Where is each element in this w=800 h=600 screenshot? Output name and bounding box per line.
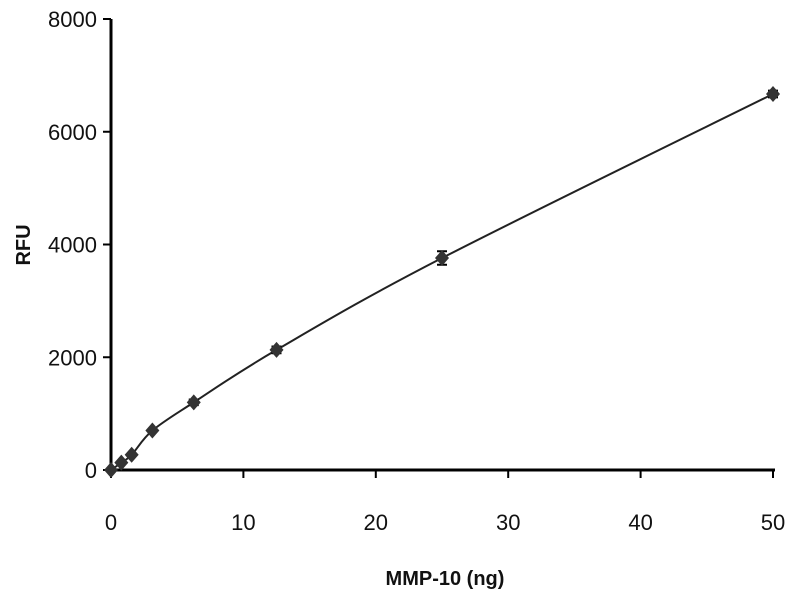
data-point bbox=[186, 394, 201, 411]
data-point bbox=[435, 250, 449, 267]
data-point bbox=[145, 422, 160, 439]
y-axis-label: RFU bbox=[13, 224, 35, 265]
x-tick-label: 50 bbox=[761, 510, 785, 535]
x-axis-label: MMP-10 (ng) bbox=[386, 568, 505, 590]
data-point bbox=[114, 454, 129, 471]
x-tick-label: 0 bbox=[105, 510, 117, 535]
data-point bbox=[124, 446, 139, 463]
x-tick-label: 10 bbox=[231, 510, 255, 535]
data-point bbox=[269, 341, 284, 358]
x-tick-label: 20 bbox=[364, 510, 388, 535]
y-tick-label: 6000 bbox=[48, 120, 97, 145]
series-line bbox=[110, 93, 774, 471]
data-point bbox=[104, 462, 118, 478]
x-tick-label: 40 bbox=[628, 510, 652, 535]
y-tick-label: 0 bbox=[85, 458, 97, 483]
y-tick-label: 8000 bbox=[48, 7, 97, 32]
y-tick-label: 4000 bbox=[48, 233, 97, 258]
x-tick-label: 30 bbox=[496, 510, 520, 535]
y-tick-label: 2000 bbox=[48, 345, 97, 370]
data-point bbox=[766, 85, 780, 102]
